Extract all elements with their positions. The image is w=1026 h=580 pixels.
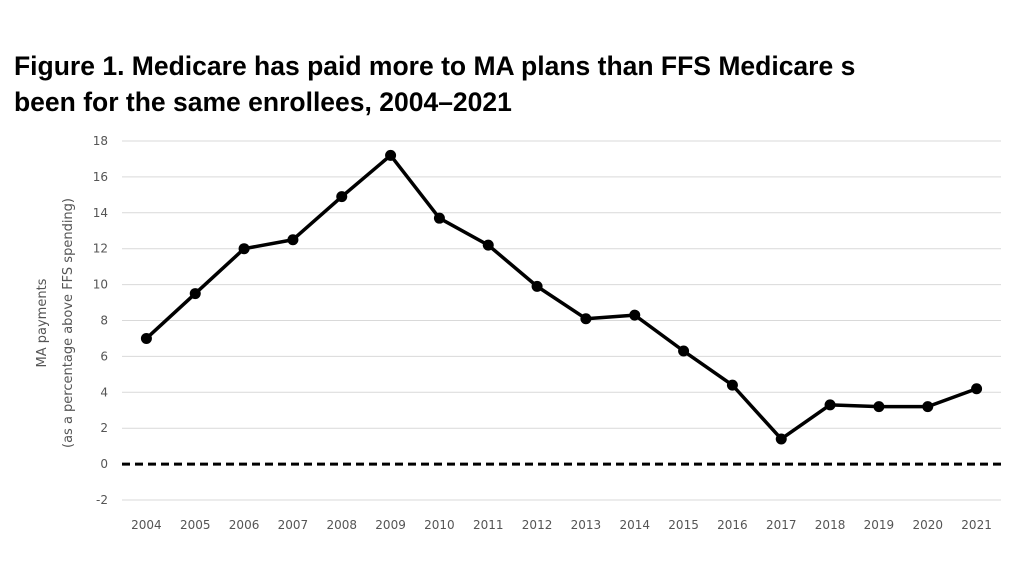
data-point [824, 399, 836, 411]
x-tick-label: 2005 [180, 518, 211, 532]
data-point [140, 332, 152, 344]
x-tick-label: 2013 [571, 518, 602, 532]
x-tick-label: 2015 [668, 518, 699, 532]
y-tick-label: 10 [93, 278, 108, 292]
series-line [144, 153, 979, 441]
y-tick-label: 2 [100, 421, 108, 435]
y-tick-label: 14 [93, 206, 108, 220]
data-point [433, 212, 445, 224]
data-point [873, 401, 885, 413]
y-tick-label: 8 [100, 314, 108, 328]
data-point [531, 280, 543, 292]
data-point [971, 383, 983, 395]
data-point [726, 379, 738, 391]
x-tick-label: 2004 [131, 518, 162, 532]
x-tick-label: 2009 [375, 518, 406, 532]
x-tick-label: 2011 [473, 518, 504, 532]
y-tick-label: 0 [100, 457, 108, 471]
x-tick-label: 2012 [522, 518, 553, 532]
x-tick-label: 2016 [717, 518, 748, 532]
data-point [287, 234, 299, 246]
y-tick-label: 6 [100, 349, 108, 363]
x-tick-label: 2006 [229, 518, 260, 532]
y-axis-label-line-1: MA payments [35, 278, 50, 367]
y-tick-label: 12 [93, 242, 108, 256]
data-point [775, 433, 787, 445]
x-tick-label: 2014 [619, 518, 650, 532]
gridlines [122, 140, 1001, 501]
y-axis-label: MA payments (as a percentage above FFS s… [35, 198, 76, 448]
x-tick-label: 2007 [278, 518, 309, 532]
chart-title: Figure 1. Medicare has paid more to MA p… [14, 48, 1026, 120]
data-point [482, 239, 494, 251]
data-point [336, 191, 348, 203]
data-point [678, 345, 690, 357]
y-axis-label-line-2: (as a percentage above FFS spending) [61, 198, 76, 448]
x-tick-label: 2018 [815, 518, 846, 532]
data-point [922, 401, 934, 413]
y-tick-label: -2 [96, 493, 108, 507]
data-point [238, 243, 250, 255]
data-point [385, 149, 397, 161]
chart-title-line-1: Figure 1. Medicare has paid more to MA p… [14, 51, 856, 81]
data-point [189, 288, 201, 300]
x-tick-label: 2010 [424, 518, 455, 532]
y-tick-label: 4 [100, 385, 108, 399]
y-tick-label: 18 [93, 134, 108, 148]
x-tick-label: 2019 [864, 518, 895, 532]
x-axis-ticks: 2004 2005 2006 2007 2008 2009 2010 2011 2012 2013… [131, 518, 992, 532]
x-tick-label: 2017 [766, 518, 797, 532]
chart-title-line-2: been for the same enrollees, 2004–2021 [14, 87, 512, 117]
data-point [629, 309, 641, 321]
x-tick-label: 2021 [961, 518, 992, 532]
x-tick-label: 2020 [912, 518, 943, 532]
y-tick-label: 16 [93, 170, 108, 184]
data-point [580, 313, 592, 325]
series-points [140, 149, 983, 445]
x-tick-label: 2008 [326, 518, 357, 532]
y-axis-ticks: -2 0 2 4 6 8 10 12 14 16 18 [93, 134, 108, 507]
